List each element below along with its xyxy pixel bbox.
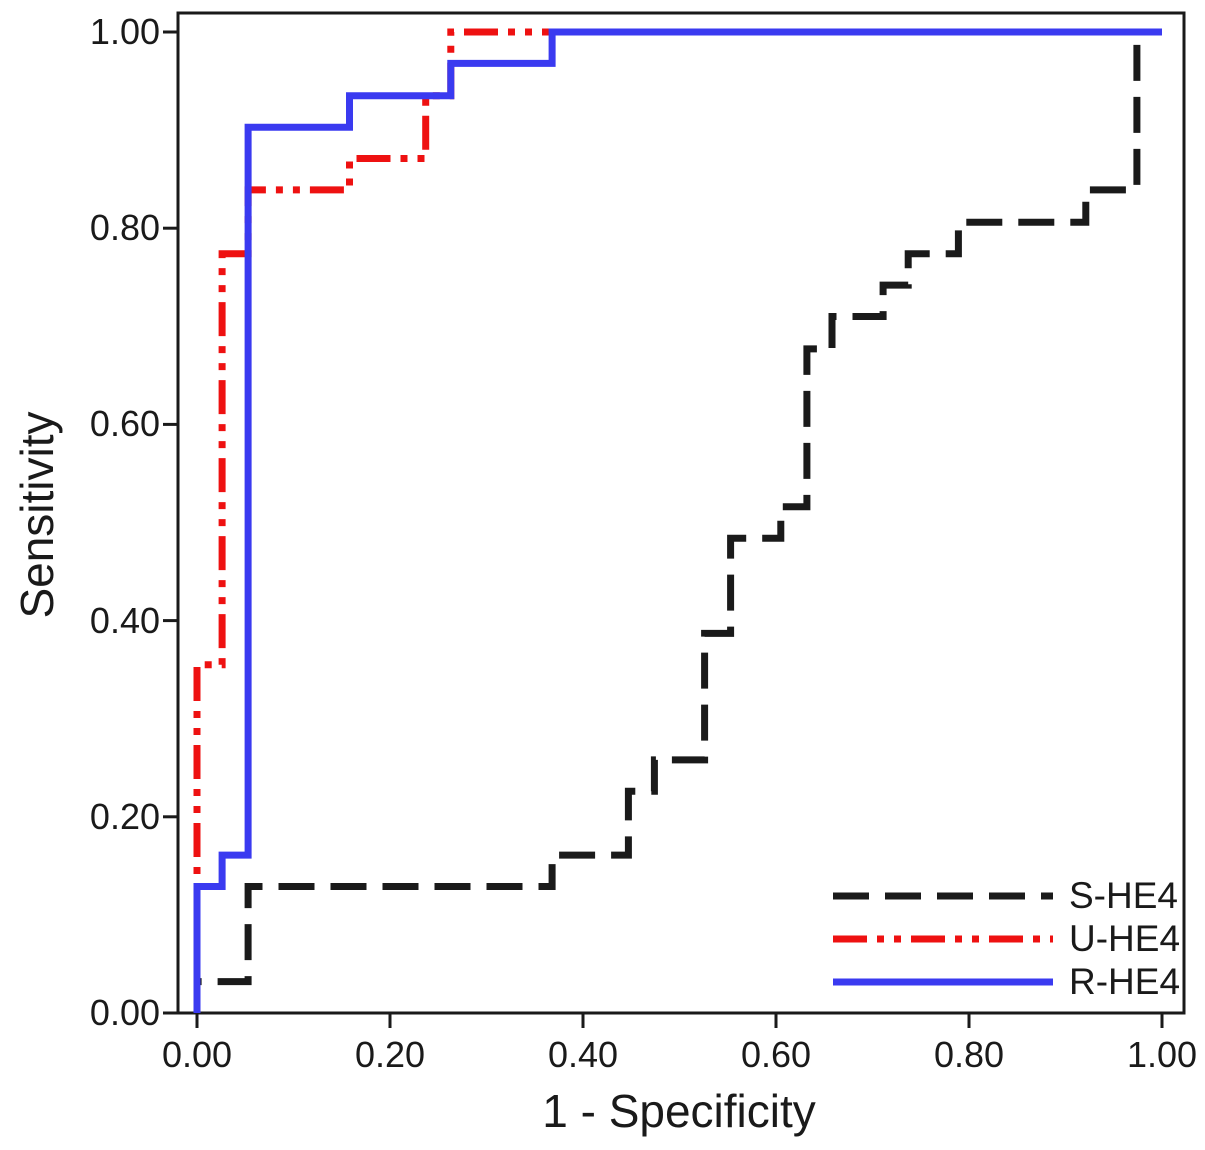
x-tick-label: 0.40 (547, 1034, 619, 1075)
legend-row-s-he4: S-HE4 (833, 874, 1180, 917)
roc-curve-u-he4 (193, 28, 1162, 1013)
legend-label-r-he4: R-HE4 (1069, 961, 1181, 1002)
legend-line-sample-u-he4 (833, 935, 1053, 942)
legend: S-HE4 U-HE4 R-HE4 (833, 874, 1180, 1003)
y-tick-label: 0.60 (89, 403, 160, 445)
y-tick-label: 0.00 (89, 992, 160, 1033)
x-tick-label: 0.60 (740, 1034, 812, 1075)
x-axis-title: 1 - Specificity (542, 1085, 816, 1137)
legend-line-sample-r-he4 (833, 978, 1053, 985)
y-tick-label: 1.00 (89, 11, 160, 52)
y-tick-label: 0.80 (89, 207, 160, 249)
legend-label-s-he4: S-HE4 (1069, 875, 1178, 916)
x-tick-label: 0.20 (354, 1034, 426, 1075)
y-axis-title: Sensitivity (11, 411, 63, 619)
legend-line-sample-s-he4 (833, 892, 1053, 899)
x-tick-label: 0.80 (933, 1034, 1005, 1075)
y-tick-label: 0.40 (89, 599, 160, 641)
roc-curve-r-he4 (193, 28, 1162, 1013)
plot-frame (176, 11, 1186, 1015)
legend-row-r-he4: R-HE4 (833, 960, 1180, 1003)
y-tick-label: 0.20 (89, 795, 160, 837)
roc-curve-s-he4 (193, 28, 1162, 1013)
x-tick-label: 1.00 (1126, 1034, 1198, 1075)
x-tick-label: 0.00 (161, 1034, 233, 1075)
legend-row-u-he4: U-HE4 (833, 917, 1180, 960)
legend-label-u-he4: U-HE4 (1069, 918, 1181, 959)
